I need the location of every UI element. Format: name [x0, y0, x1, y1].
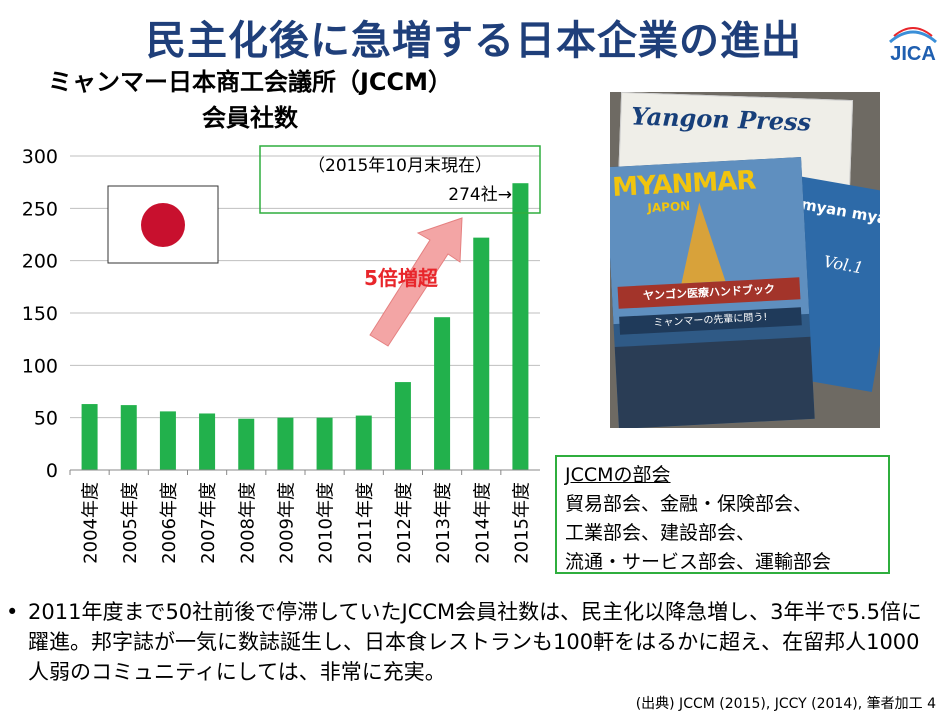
summary-text: 2011年度まで50社前後で停滞していたJCCM会員社数は、民主化以降急増し、3…	[28, 600, 922, 684]
x-tick-label: 2008年度	[237, 482, 258, 564]
annotation-count: 274社→	[448, 185, 512, 205]
bar	[199, 413, 216, 470]
x-axis: 2004年度 2005年度 2006年度 2007年度 2008年度 2009年度 2010…	[69, 469, 540, 564]
annotation-box	[259, 145, 541, 214]
page-number: 4	[927, 696, 936, 712]
bar	[120, 405, 137, 470]
source-footer: (出典) JCCM (2015), JCCY (2014), 筆者加工 4	[636, 693, 936, 713]
growth-arrow	[369, 217, 463, 347]
bar	[473, 237, 490, 470]
y-tick-label: 50	[34, 408, 58, 430]
bar	[355, 415, 372, 470]
magazine-right-vol: Vol.1	[822, 251, 865, 278]
y-tick-label: 300	[22, 146, 58, 168]
bar	[277, 417, 294, 470]
bar	[159, 411, 176, 470]
x-tick-label: 2005年度	[120, 482, 141, 564]
annotation-date: （2015年10月末現在）	[308, 156, 492, 176]
magazine-front-sub: JAPON	[647, 198, 691, 216]
jica-logo: JICA	[889, 27, 937, 64]
bar	[434, 317, 451, 470]
logo-text: JICA	[890, 43, 936, 64]
bars	[81, 183, 529, 471]
x-tick-label: 2012年度	[394, 482, 415, 564]
y-tick-label: 250	[22, 198, 58, 220]
x-tick-label: 2006年度	[159, 482, 180, 564]
bar	[81, 404, 98, 470]
summary-bullet: • 2011年度まで50社前後で停滞していたJCCM会員社数は、民主化以降急増し…	[6, 597, 936, 687]
pagoda-icon	[677, 201, 726, 284]
x-tick-label: 2013年度	[433, 482, 454, 564]
chart-subtitle: 会員社数	[202, 104, 298, 132]
y-tick-label: 100	[22, 355, 58, 377]
jccm-divisions-box: JCCMの部会 貿易部会、金融・保険部会、 工業部会、建設部会、 流通・サービス…	[555, 455, 890, 574]
x-tick-label: 2011年度	[355, 482, 376, 564]
magazine-right-title: myan myan	[799, 195, 880, 230]
source-text: (出典) JCCM (2015), JCCY (2014), 筆者加工	[635, 696, 923, 712]
divisions-line: 貿易部会、金融・保険部会、	[565, 493, 813, 515]
y-tick-label: 150	[22, 303, 58, 325]
magazine-myanmar-japon: MYANMAR JAPON ヤンゴン医療ハンドブック ミャンマーの先輩に問う!	[610, 157, 815, 428]
x-tick-label: 2015年度	[511, 482, 532, 564]
x-tick-label: 2010年度	[316, 482, 337, 564]
magazines-photo: Yangon Press myan myan Vol.1 MYANMAR JAP…	[610, 92, 880, 428]
chart-title: ミャンマー日本商工会議所（JCCM）	[47, 68, 453, 96]
x-tick-label: 2004年度	[81, 482, 102, 564]
divisions-heading: JCCMの部会	[565, 464, 671, 486]
japan-flag	[107, 185, 219, 264]
bar	[238, 418, 255, 470]
x-tick-label: 2014年度	[472, 482, 493, 564]
bar	[512, 183, 529, 471]
divisions-line: 流通・サービス部会、運輸部会	[565, 551, 832, 573]
divisions-line: 工業部会、建設部会、	[565, 522, 756, 544]
x-tick-label: 2009年度	[276, 482, 297, 564]
magazine-back-title: Yangon Press	[630, 101, 812, 137]
x-tick-label: 2007年度	[198, 482, 219, 564]
y-axis: 0 50 100 150 200 250 300	[22, 146, 58, 482]
bullet-dot-icon: •	[6, 600, 19, 624]
slide-title: 民主化後に急増する日本企業の進出	[146, 18, 802, 64]
bar	[394, 382, 411, 470]
y-tick-label: 0	[46, 460, 58, 482]
y-tick-label: 200	[22, 251, 58, 273]
bar	[316, 417, 333, 470]
growth-label: 5倍増超	[364, 266, 439, 290]
